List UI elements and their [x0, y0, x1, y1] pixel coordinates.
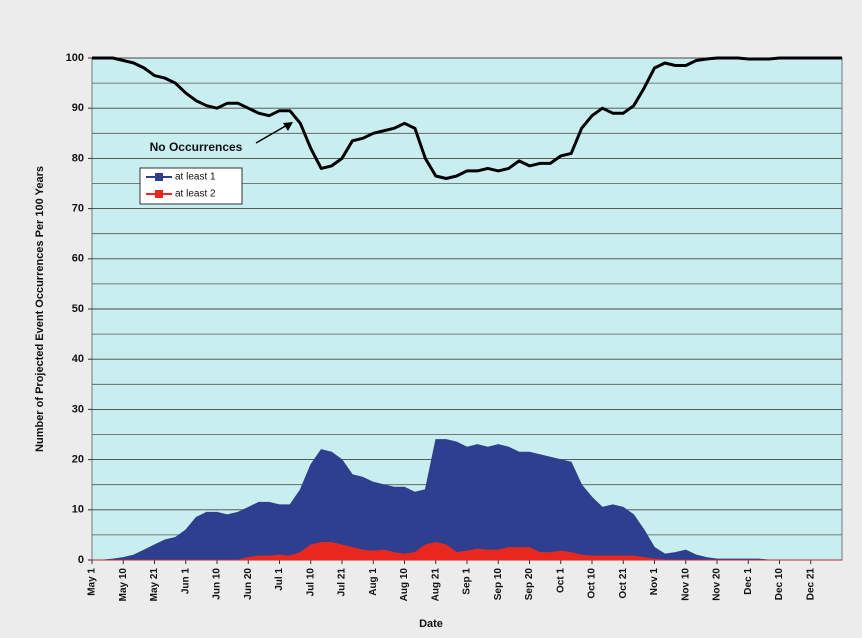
- x-tick-label: Nov 1: [649, 568, 660, 596]
- y-tick-label: 20: [72, 454, 84, 466]
- y-tick-label: 50: [72, 303, 84, 315]
- x-tick-label: Sep 10: [493, 568, 504, 601]
- x-tick-label: Oct 21: [618, 568, 629, 599]
- y-tick-label: 90: [72, 102, 84, 114]
- legend-marker: [155, 190, 163, 198]
- y-tick-label: 60: [72, 253, 84, 265]
- y-tick-label: 100: [66, 52, 84, 64]
- annotation-arrow: [255, 123, 290, 144]
- series-area: [92, 439, 842, 561]
- y-tick-label: 40: [72, 353, 84, 365]
- x-tick-label: May 21: [149, 568, 160, 602]
- annotation: No Occurrences: [150, 140, 243, 154]
- x-tick-label: Dec 1: [743, 568, 754, 595]
- x-tick-label: Oct 1: [555, 568, 566, 593]
- legend: at least 1 at least 2: [139, 167, 243, 205]
- y-tick-label: 0: [78, 554, 84, 566]
- x-tick-label: Sep 20: [524, 568, 535, 601]
- x-tick-label: Aug 1: [368, 568, 379, 596]
- y-tick-label: 10: [72, 504, 84, 516]
- x-tick-label: Jun 1: [180, 568, 191, 595]
- x-tick-label: Nov 10: [680, 568, 691, 601]
- legend-marker: [155, 173, 163, 181]
- x-tick-label: Jul 10: [305, 568, 316, 597]
- x-tick-label: Aug 10: [399, 568, 410, 602]
- x-tick-label: May 1: [87, 568, 98, 596]
- x-tick-label: Jul 1: [274, 568, 285, 591]
- x-tick-label: Dec 10: [774, 568, 785, 601]
- x-tick-label: Nov 20: [712, 568, 723, 601]
- x-tick-label: Jun 10: [212, 568, 223, 600]
- x-axis-label: Date: [419, 618, 443, 630]
- series-area: [92, 541, 842, 561]
- y-tick-label: 80: [72, 152, 84, 164]
- y-tick-label: 30: [72, 403, 84, 415]
- x-tick-label: Oct 10: [587, 568, 598, 599]
- series-line: [92, 56, 842, 180]
- x-tick-label: Jul 21: [337, 568, 348, 597]
- x-tick-label: Jun 20: [243, 568, 254, 600]
- x-tick-label: Dec 21: [805, 568, 816, 601]
- y-axis-label: Number of Projected Event Occurrences Pe…: [34, 166, 46, 452]
- legend-label: at least 1: [175, 172, 216, 183]
- y-tick-label: 70: [72, 203, 84, 215]
- x-tick-label: Sep 1: [462, 568, 473, 595]
- legend-label: at least 2: [175, 189, 216, 200]
- x-tick-label: May 10: [118, 568, 129, 602]
- arrow-head: [283, 122, 293, 131]
- x-tick-label: Aug 21: [430, 568, 441, 602]
